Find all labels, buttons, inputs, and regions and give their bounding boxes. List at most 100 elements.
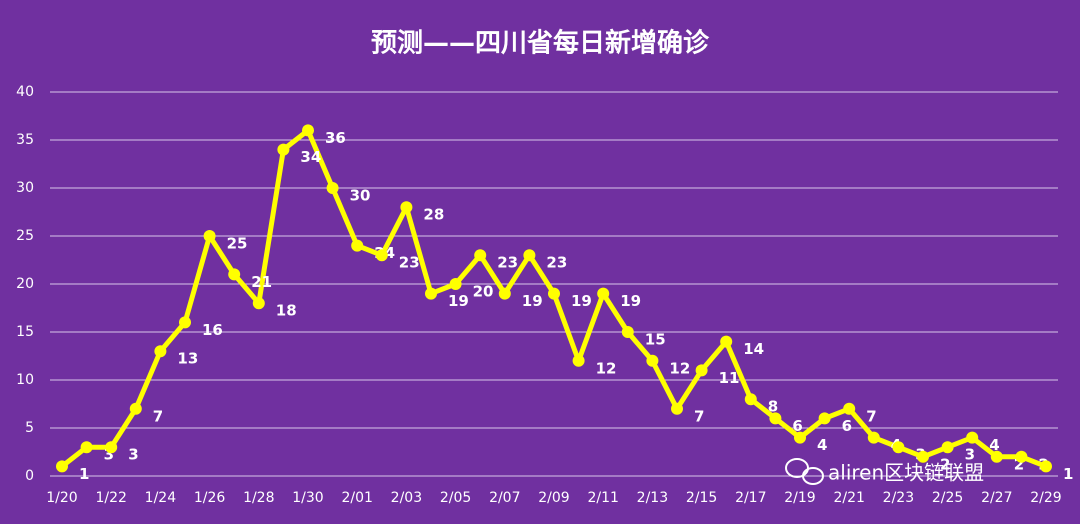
x-tick-label: 1/22 <box>95 490 126 506</box>
point <box>105 441 118 454</box>
y-tick-label: 5 <box>25 420 34 436</box>
y-tick-label: 0 <box>25 468 34 484</box>
value-label: 23 <box>546 254 567 272</box>
x-tick-label: 2/03 <box>391 490 422 506</box>
value-label: 14 <box>743 340 764 358</box>
value-label: 7 <box>153 407 163 425</box>
y-tick-label: 40 <box>16 84 34 100</box>
value-label: 23 <box>497 254 518 272</box>
value-label: 1 <box>79 465 89 483</box>
value-label: 8 <box>768 398 778 416</box>
point <box>498 287 511 300</box>
value-label: 1 <box>1063 465 1073 483</box>
point <box>474 249 487 262</box>
y-tick-label: 35 <box>16 132 34 148</box>
x-tick-label: 1/24 <box>145 490 177 506</box>
x-tick-label: 2/11 <box>587 490 618 506</box>
value-label: 18 <box>276 302 297 320</box>
x-tick-label: 2/01 <box>341 490 372 506</box>
point <box>990 450 1003 463</box>
point <box>302 124 314 137</box>
x-tick-label: 2/21 <box>833 490 864 506</box>
x-tick-label: 2/15 <box>686 490 717 506</box>
point <box>56 460 68 473</box>
point <box>179 316 191 329</box>
watermark-text: aliren区块链联盟 <box>828 461 984 485</box>
watermark-icon <box>802 467 824 485</box>
x-tick-label: 2/17 <box>735 490 766 506</box>
value-label: 20 <box>473 283 494 301</box>
value-label: 30 <box>350 187 371 205</box>
value-label: 4 <box>989 436 999 454</box>
y-tick-label: 25 <box>16 228 34 244</box>
point <box>769 412 782 425</box>
point <box>917 450 929 463</box>
grid: 0 5 10 15 20 25 30 35 40 1/20 1/22 1/24 1/26 1/28 1/30… <box>16 84 1062 506</box>
point <box>843 402 856 415</box>
point <box>1015 450 1028 463</box>
point <box>252 297 265 310</box>
point <box>523 249 536 262</box>
point <box>794 431 806 444</box>
value-label: 2 <box>940 455 950 473</box>
point <box>1040 460 1052 473</box>
plot: 1337131625211834363024232819202319231912… <box>56 124 1073 483</box>
x-tick-label: 2/19 <box>784 490 815 506</box>
point <box>400 201 413 214</box>
value-label: 19 <box>620 292 641 310</box>
point <box>695 364 708 377</box>
value-label: 19 <box>448 292 469 310</box>
x-tick-label: 1/20 <box>46 490 77 506</box>
point <box>277 143 290 156</box>
value-label: 36 <box>325 129 346 147</box>
point <box>892 441 905 454</box>
value-label: 6 <box>842 417 852 435</box>
x-tick-label: 2/23 <box>883 490 914 506</box>
value-label: 16 <box>202 321 223 339</box>
value-label: 7 <box>694 407 704 425</box>
point <box>818 412 831 425</box>
y-tick-label: 10 <box>16 372 34 388</box>
x-tick-label: 2/13 <box>637 490 668 506</box>
value-label: 3 <box>128 446 138 464</box>
value-label: 4 <box>817 436 827 454</box>
point <box>941 441 954 454</box>
y-tick-label: 15 <box>16 324 34 340</box>
x-tick-label: 1/26 <box>194 490 226 506</box>
point <box>720 335 733 348</box>
point <box>572 354 585 367</box>
value-label: 6 <box>792 417 802 435</box>
value-label: 12 <box>669 359 690 377</box>
value-label: 34 <box>300 148 321 166</box>
watermark: aliren区块链联盟 <box>785 458 984 485</box>
value-label: 23 <box>399 254 420 272</box>
point <box>744 393 757 406</box>
value-label: 7 <box>866 407 876 425</box>
point <box>154 345 167 358</box>
point <box>548 287 560 300</box>
value-label: 19 <box>522 292 543 310</box>
point <box>671 402 683 415</box>
x-tick-label: 2/25 <box>932 490 963 506</box>
point <box>597 287 610 300</box>
point <box>449 278 462 290</box>
x-tick-label: 2/07 <box>489 490 520 506</box>
x-tick-label: 2/27 <box>981 490 1012 506</box>
y-tick-label: 20 <box>16 276 34 292</box>
value-label: 3 <box>965 446 975 464</box>
value-label: 13 <box>177 350 198 368</box>
point <box>129 402 142 415</box>
point <box>867 431 880 444</box>
value-label: 21 <box>251 273 272 291</box>
point <box>621 326 634 338</box>
value-label: 25 <box>227 235 248 253</box>
point <box>351 239 364 252</box>
point <box>203 230 216 242</box>
chart-title: 预测——四川省每日新增确诊 <box>371 28 710 59</box>
point <box>646 354 659 367</box>
value-label: 12 <box>596 359 617 377</box>
x-tick-label: 1/30 <box>292 490 323 506</box>
value-label: 2 <box>1014 455 1024 473</box>
